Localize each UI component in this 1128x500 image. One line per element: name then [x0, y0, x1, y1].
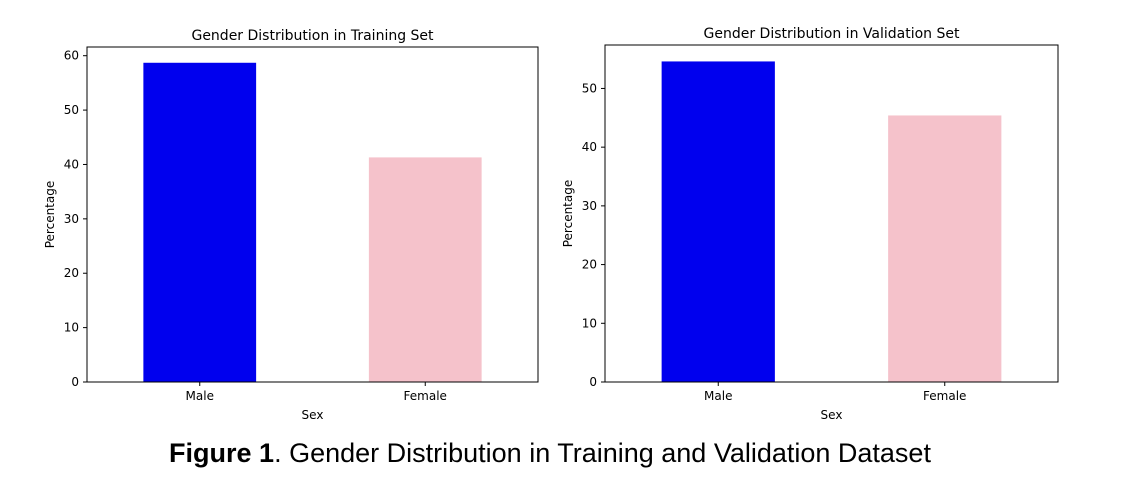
y-tick-label: 30	[64, 212, 79, 226]
x-tick-label: Female	[923, 389, 966, 403]
y-tick-label: 40	[64, 157, 79, 171]
x-tick-label: Male	[704, 389, 732, 403]
axes-frame	[86, 46, 539, 383]
y-tick-label: 10	[64, 321, 79, 335]
y-tick-label: 20	[64, 266, 79, 280]
bar-male	[661, 61, 775, 382]
x-tick-label: Female	[404, 389, 447, 403]
y-axis-label: Percentage	[561, 180, 575, 248]
x-axis-label: Sex	[821, 408, 843, 422]
y-tick-label: 40	[582, 140, 597, 154]
y-tick-label: 0	[71, 375, 79, 389]
x-tick-label: Male	[186, 389, 214, 403]
axes-frame	[604, 44, 1059, 383]
y-tick-label: 30	[582, 199, 597, 213]
bar-male	[143, 62, 257, 382]
bar-female	[368, 157, 482, 382]
figure-caption: Figure 1. Gender Distribution in Trainin…	[0, 438, 1100, 469]
training-set-chart: Male Female 0 10 20 30 40 50 60 Gender Distributi…	[43, 28, 539, 422]
y-tick-label: 50	[64, 103, 79, 117]
validation-set-chart: Male Female 0 10 20 30 40 50 Gender Distribution…	[561, 26, 1059, 422]
chart-title: Gender Distribution in Training Set	[191, 28, 434, 44]
y-tick-label: 20	[582, 258, 597, 272]
y-tick-label: 60	[64, 49, 79, 63]
y-tick-label: 10	[582, 316, 597, 330]
y-tick-label: 50	[582, 81, 597, 95]
bar-female	[888, 115, 1002, 382]
figure: Male Female 0 10 20 30 40 50 60 Gender Distributi…	[43, 26, 1059, 422]
y-tick-label: 0	[589, 375, 597, 389]
chart-title: Gender Distribution in Validation Set	[704, 26, 960, 42]
figure-caption-text: . Gender Distribution in Training and Va…	[274, 438, 931, 468]
y-axis-label: Percentage	[43, 181, 57, 249]
x-axis-label: Sex	[302, 408, 324, 422]
figure-caption-label: Figure 1	[169, 438, 275, 468]
